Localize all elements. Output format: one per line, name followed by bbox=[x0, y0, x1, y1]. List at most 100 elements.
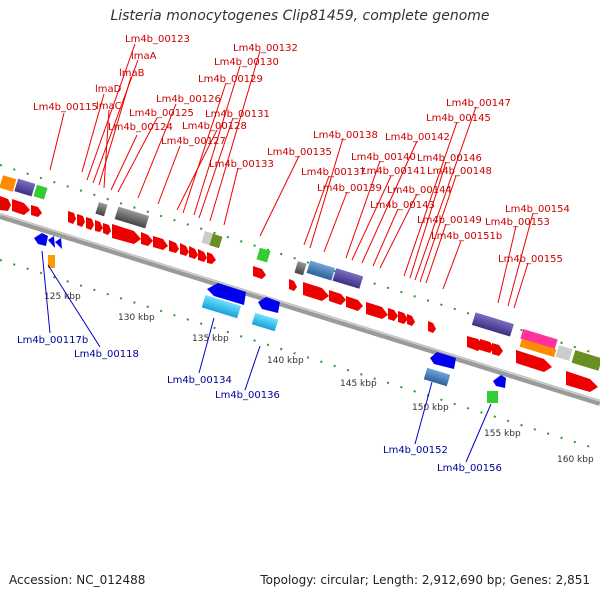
gene-block bbox=[423, 367, 451, 387]
gene-arrow bbox=[189, 246, 198, 259]
gene-label: lmaD bbox=[95, 84, 122, 95]
gene-arrow bbox=[492, 343, 503, 356]
gene-label: Lm4b_00123 bbox=[125, 34, 190, 45]
gene-label: Lm4b_00151b bbox=[431, 231, 502, 242]
gene-arrow bbox=[366, 302, 388, 319]
scale-label: 125 kbp bbox=[44, 292, 81, 302]
gene-label: Lm4b_00124 bbox=[108, 122, 173, 133]
gene-arrow bbox=[430, 352, 456, 369]
genome-backbone-highlight bbox=[0, 213, 600, 402]
gene-arrow bbox=[480, 339, 494, 353]
gene-arrow bbox=[103, 223, 111, 235]
upper-leader-lines bbox=[49, 43, 534, 309]
gene-block bbox=[48, 255, 55, 268]
genome-backbone bbox=[0, 213, 600, 406]
gene-label: Lm4b_00129 bbox=[198, 74, 263, 85]
feature-block bbox=[332, 268, 364, 289]
gene-arrow bbox=[516, 350, 552, 372]
gene-label: Lm4b_00147 bbox=[446, 98, 511, 109]
forward-strand-genes bbox=[0, 196, 598, 392]
gene-block bbox=[487, 391, 498, 403]
gene-label: Lm4b_00141 bbox=[361, 166, 426, 177]
scale-label: 145 kbp bbox=[340, 379, 377, 389]
feature-block bbox=[306, 260, 336, 281]
gene-arrow bbox=[68, 211, 76, 224]
gene-label: Lm4b_00125 bbox=[129, 108, 194, 119]
gene-label: Lm4b_00144 bbox=[387, 185, 452, 196]
gene-label: Lm4b_00135 bbox=[267, 147, 332, 158]
gene-arrow bbox=[153, 236, 168, 250]
gene-arrow bbox=[388, 308, 398, 321]
gene-arrow bbox=[31, 205, 42, 217]
gene-label: Lm4b_00117b bbox=[17, 335, 88, 346]
feature-block bbox=[209, 233, 223, 249]
feature-block bbox=[520, 328, 558, 350]
gene-arrow bbox=[198, 249, 207, 262]
gene-arrow bbox=[398, 311, 408, 324]
gene-arrow bbox=[207, 252, 216, 264]
feature-block bbox=[256, 247, 271, 263]
gene-label: Lm4b_00127 bbox=[161, 136, 226, 147]
gene-label: lmaC bbox=[96, 101, 122, 112]
gene-arrow bbox=[329, 290, 346, 305]
gene-arrow bbox=[346, 296, 363, 311]
lower-leader-lines bbox=[41, 250, 492, 463]
accession-text: Accession: NC_012488 bbox=[9, 573, 146, 587]
reverse-strand-genes bbox=[34, 233, 506, 403]
gene-arrow bbox=[566, 371, 598, 392]
gene-label: Lm4b_00153 bbox=[485, 217, 550, 228]
feature-block bbox=[114, 206, 150, 229]
gene-label: Lm4b_00128 bbox=[182, 121, 247, 132]
gene-label: Lm4b_00137 bbox=[301, 167, 366, 178]
gene-arrow bbox=[34, 233, 48, 246]
gene-label: Lm4b_00139 bbox=[317, 183, 382, 194]
gene-arrow bbox=[493, 375, 506, 388]
feature-block bbox=[0, 175, 17, 192]
genome-title: Listeria monocytogenes Clip81459, comple… bbox=[110, 8, 490, 24]
gene-label: Lm4b_00145 bbox=[426, 113, 491, 124]
gene-label: Lm4b_00152 bbox=[383, 445, 448, 456]
gene-arrow bbox=[12, 199, 30, 215]
gene-label: lmaA bbox=[131, 51, 157, 62]
gene-label: Lm4b_00146 bbox=[417, 153, 482, 164]
gene-block bbox=[251, 312, 279, 332]
feature-block bbox=[471, 312, 514, 337]
gene-arrow bbox=[86, 217, 94, 230]
gene-arrow bbox=[48, 236, 55, 248]
scale-label: 155 kbp bbox=[484, 429, 521, 439]
gene-label: Lm4b_00118 bbox=[74, 349, 139, 360]
gene-label: lmaB bbox=[119, 68, 145, 79]
feature-block bbox=[519, 338, 557, 358]
scale-label: 150 kbp bbox=[412, 403, 449, 413]
gene-arrow bbox=[55, 238, 62, 249]
gene-arrow bbox=[95, 220, 103, 232]
gene-label: Lm4b_00154 bbox=[505, 204, 570, 215]
topology-text: Topology: circular; Length: 2,912,690 bp… bbox=[260, 573, 590, 587]
gene-label: Lm4b_00143 bbox=[370, 200, 435, 211]
gene-arrow bbox=[0, 196, 11, 211]
feature-block bbox=[14, 178, 36, 197]
feature-block bbox=[555, 345, 573, 361]
feature-block bbox=[33, 184, 48, 200]
scale-label: 135 kbp bbox=[192, 334, 229, 344]
gene-label: Lm4b_00140 bbox=[351, 152, 416, 163]
gene-arrow bbox=[289, 279, 297, 291]
gene-arrow bbox=[141, 232, 153, 246]
gene-arrow bbox=[253, 266, 266, 279]
gene-label: Lm4b_00142 bbox=[385, 132, 450, 143]
gene-label: Lm4b_00133 bbox=[209, 159, 274, 170]
feature-block bbox=[571, 350, 600, 371]
gene-label: Lm4b_00126 bbox=[156, 94, 221, 105]
feature-block bbox=[95, 202, 108, 217]
gene-label: Lm4b_00155 bbox=[498, 254, 563, 265]
scale-label: 140 kbp bbox=[267, 356, 304, 366]
gene-arrow bbox=[169, 240, 179, 253]
gene-label: Lm4b_00115 bbox=[33, 102, 98, 113]
gene-arrow bbox=[258, 297, 280, 313]
gene-label: Lm4b_00136 bbox=[215, 390, 280, 401]
gene-arrow bbox=[207, 283, 246, 305]
gene-label: Lm4b_00149 bbox=[417, 215, 482, 226]
feature-block bbox=[201, 231, 214, 246]
gene-arrow bbox=[428, 321, 436, 333]
